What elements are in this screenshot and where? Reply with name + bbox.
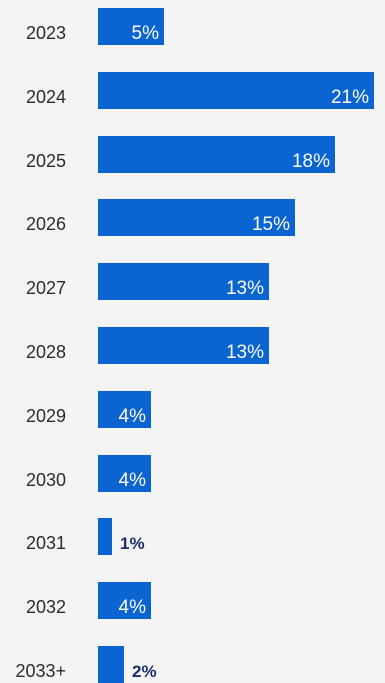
category-label: 2027 [25,278,66,299]
value-label: 21% [330,86,369,108]
value-label: 2% [132,662,157,681]
category-label: 2033+ [15,661,66,681]
value-label: 13% [225,342,264,363]
value-label: 1% [120,534,145,554]
category-label: 2023 [25,23,66,43]
bar [98,518,112,556]
value-label: 15% [251,214,290,236]
value-label: 5% [131,23,159,44]
bar [98,454,151,492]
category-label: 2025 [25,150,66,171]
category-label: 2024 [25,86,66,107]
value-label: 4% [118,405,146,427]
bar [98,390,151,428]
value-label: 4% [118,469,146,491]
bar [98,582,151,620]
category-label: 2028 [25,342,66,362]
bar [98,135,335,173]
value-label: 13% [225,278,264,300]
category-label: 2030 [25,469,66,490]
value-label: 4% [118,597,146,619]
bar [98,263,269,301]
value-label: 18% [291,150,330,172]
bar [98,199,295,237]
category-label: 2026 [25,214,66,235]
bar [98,327,269,364]
category-label: 2029 [25,405,66,426]
bar [98,71,374,109]
bar [98,8,164,45]
category-label: 2031 [25,533,66,554]
bar [98,646,124,683]
category-label: 2032 [25,597,66,618]
